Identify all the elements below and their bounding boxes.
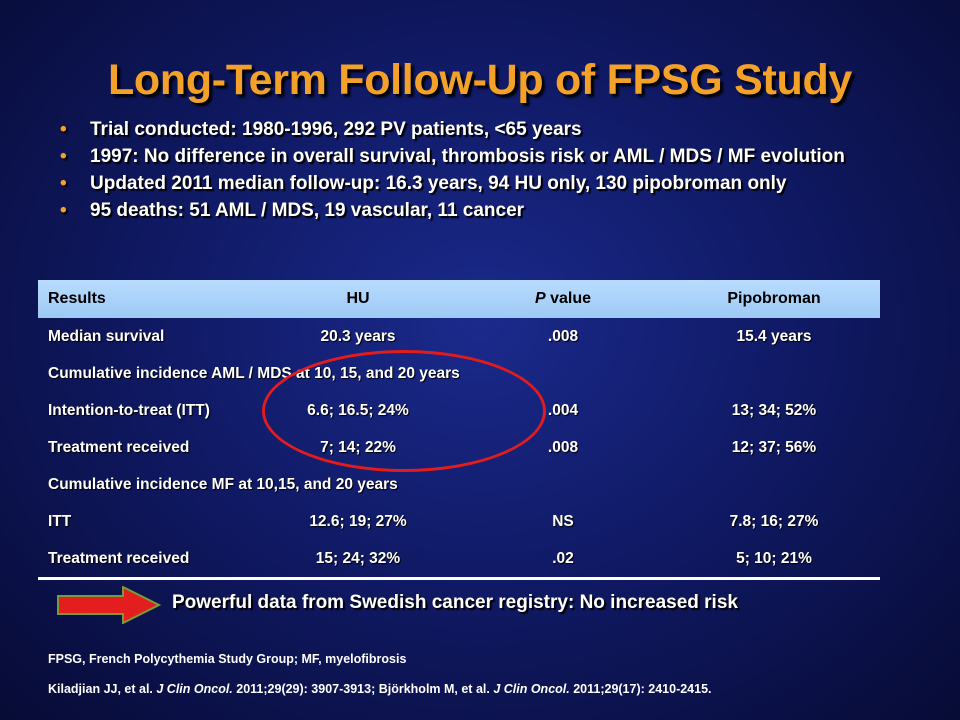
section-label: Cumulative incidence AML / MDS at 10, 15… bbox=[48, 364, 460, 382]
bullet-item: • 95 deaths: 51 AML / MDS, 19 vascular, 1… bbox=[58, 201, 938, 221]
bullet-dot-icon: • bbox=[60, 173, 67, 194]
table-section-row: Cumulative incidence MF at 10,15, and 20… bbox=[38, 466, 880, 503]
cell-p: NS bbox=[552, 512, 574, 530]
header-results: Results bbox=[48, 290, 106, 307]
table-section-row: Cumulative incidence AML / MDS at 10, 15… bbox=[38, 355, 880, 392]
cell-hu: 20.3 years bbox=[320, 327, 396, 345]
cell-hu: 12.6; 19; 27% bbox=[309, 512, 407, 530]
cell-p: .008 bbox=[547, 438, 579, 456]
section-label: Cumulative incidence MF at 10,15, and 20… bbox=[48, 475, 398, 493]
header-p-rest: value bbox=[545, 290, 592, 307]
cell-hu: 15; 24; 32% bbox=[258, 540, 458, 580]
ref1-detail: 2011;29(29): 3907-3913; Björkholm M, et … bbox=[232, 682, 494, 696]
cell-p: .02 bbox=[458, 540, 668, 580]
results-table: Results HU P value Pipobroman Median sur… bbox=[38, 280, 880, 580]
cell-results: Treatment received bbox=[48, 438, 190, 456]
bullet-list: • Trial conducted: 1980-1996, 292 PV pati… bbox=[58, 120, 938, 228]
cell-hu: 6.6; 16.5; 24% bbox=[307, 401, 409, 419]
ref2-journal: J Clin Oncol. bbox=[493, 682, 570, 696]
ref1-prefix: Kiladjian JJ, et al. bbox=[48, 682, 157, 696]
table-row: Treatment received 15; 24; 32% .02 5; 10… bbox=[38, 540, 880, 580]
bullet-dot-icon: • bbox=[60, 146, 67, 167]
cell-pipobroman: 15.4 years bbox=[736, 327, 812, 345]
table-row: Treatment received 7; 14; 22% .008 12; 3… bbox=[38, 429, 880, 466]
cell-hu: 7; 14; 22% bbox=[320, 438, 396, 456]
bullet-item: • Updated 2011 median follow-up: 16.3 yea… bbox=[58, 174, 938, 194]
cell-p: .004 bbox=[547, 401, 579, 419]
slide-title: Long-Term Follow-Up of FPSG Study bbox=[107, 56, 853, 104]
ref1-journal: J Clin Oncol. bbox=[156, 682, 233, 696]
bullet-item: • 1997: No difference in overall survival… bbox=[58, 147, 938, 167]
bullet-text: 95 deaths: 51 AML / MDS, 19 vascular, 11… bbox=[90, 200, 525, 221]
cell-pipobroman: 13; 34; 52% bbox=[731, 401, 817, 419]
cell-results: Intention-to-treat (ITT) bbox=[48, 401, 210, 419]
bullet-text: Trial conducted: 1980-1996, 292 PV patie… bbox=[90, 119, 582, 140]
cell-results: ITT bbox=[48, 512, 72, 530]
cell-p: .008 bbox=[547, 327, 579, 345]
bullet-dot-icon: • bbox=[60, 119, 67, 140]
ref2-detail: 2011;29(17): 2410-2415. bbox=[569, 682, 712, 696]
header-pipobroman: Pipobroman bbox=[727, 290, 821, 307]
cell-pipobroman: 12; 37; 56% bbox=[731, 438, 817, 456]
table-row: Median survival 20.3 years .008 15.4 yea… bbox=[38, 318, 880, 355]
footnote-abbreviations: FPSG, French Polycythemia Study Group; M… bbox=[48, 652, 407, 666]
cell-pipobroman: 7.8; 16; 27% bbox=[729, 512, 819, 530]
footnote-references: Kiladjian JJ, et al. J Clin Oncol. 2011;… bbox=[48, 682, 712, 696]
takeaway-text: Powerful data from Swedish cancer regist… bbox=[172, 592, 738, 613]
header-hu: HU bbox=[346, 290, 370, 307]
cell-results: Median survival bbox=[48, 327, 165, 345]
table-row: ITT 12.6; 19; 27% NS 7.8; 16; 27% bbox=[38, 503, 880, 540]
arrow-right-icon bbox=[57, 586, 161, 624]
bullet-text: Updated 2011 median follow-up: 16.3 year… bbox=[90, 173, 787, 194]
header-p-value: P value bbox=[458, 280, 668, 318]
bullet-dot-icon: • bbox=[60, 200, 67, 221]
cell-results: Treatment received bbox=[38, 540, 258, 580]
bullet-text: 1997: No difference in overall survival,… bbox=[90, 146, 845, 167]
table-row: Intention-to-treat (ITT) 6.6; 16.5; 24% … bbox=[38, 392, 880, 429]
header-p-italic: P bbox=[534, 290, 546, 307]
table-header-row: Results HU P value Pipobroman bbox=[38, 280, 880, 318]
cell-pipobroman: 5; 10; 21% bbox=[668, 540, 880, 580]
bullet-item: • Trial conducted: 1980-1996, 292 PV pati… bbox=[58, 120, 938, 140]
